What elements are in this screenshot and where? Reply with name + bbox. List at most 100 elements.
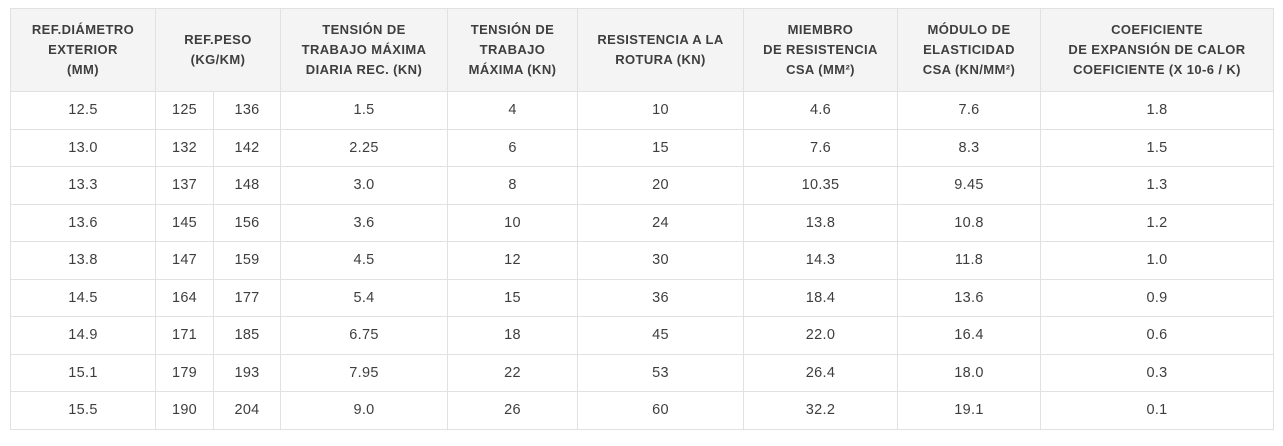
table-cell: 3.0 (280, 166, 448, 205)
table-cell: 2.25 (280, 128, 448, 167)
table-cell: 18.0 (897, 353, 1041, 392)
table-cell: 145 (155, 203, 214, 242)
table-cell: 10.8 (897, 203, 1041, 242)
table-cell: 15 (577, 128, 744, 167)
table-cell: 185 (213, 316, 281, 355)
table-cell: 13.6 (897, 278, 1041, 317)
table-cell: 9.0 (280, 391, 448, 430)
table-cell: 4.5 (280, 241, 448, 280)
table-cell: 22 (447, 353, 578, 392)
table-cell: 156 (213, 203, 281, 242)
table-cell: 132 (155, 128, 214, 167)
table-cell: 171 (155, 316, 214, 355)
table-cell: 15 (447, 278, 578, 317)
table-cell: 5.4 (280, 278, 448, 317)
header-tension-trabajo-maxima-diaria: TENSIÓN DE TRABAJO MÁXIMA DIARIA REC. (K… (280, 8, 448, 92)
table-cell: 12 (447, 241, 578, 280)
table-cell: 1.3 (1040, 166, 1274, 205)
header-modulo-elasticidad-csa: MÓDULO DE ELASTICIDAD CSA (KN/MM²) (897, 8, 1041, 92)
table-row: 13.6 145 156 3.6 10 24 13.8 10.8 1.2 (10, 203, 1274, 242)
table-cell: 13.0 (10, 128, 156, 167)
header-coeficiente-expansion-calor: COEFICIENTE DE EXPANSIÓN DE CALOR COEFIC… (1040, 8, 1274, 92)
table-row: 14.5 164 177 5.4 15 36 18.4 13.6 0.9 (10, 278, 1274, 317)
table-cell: 22.0 (743, 316, 898, 355)
table-cell: 7.95 (280, 353, 448, 392)
header-resistencia-rotura: RESISTENCIA A LA ROTURA (KN) (577, 8, 744, 92)
table-row: 13.8 147 159 4.5 12 30 14.3 11.8 1.0 (10, 241, 1274, 280)
table-cell: 0.3 (1040, 353, 1274, 392)
table-cell: 159 (213, 241, 281, 280)
table-cell: 8 (447, 166, 578, 205)
table-cell: 204 (213, 391, 281, 430)
table-cell: 6 (447, 128, 578, 167)
spec-table-container: REF.DIÁMETRO EXTERIOR (MM) REF.PESO (KG/… (10, 8, 1274, 430)
table-cell: 26 (447, 391, 578, 430)
table-cell: 12.5 (10, 91, 156, 130)
table-cell: 190 (155, 391, 214, 430)
table-cell: 14.5 (10, 278, 156, 317)
table-cell: 15.5 (10, 391, 156, 430)
table-cell: 45 (577, 316, 744, 355)
table-cell: 7.6 (743, 128, 898, 167)
table-cell: 136 (213, 91, 281, 130)
table-cell: 164 (155, 278, 214, 317)
table-cell: 0.9 (1040, 278, 1274, 317)
table-cell: 24 (577, 203, 744, 242)
table-cell: 179 (155, 353, 214, 392)
table-cell: 147 (155, 241, 214, 280)
table-cell: 8.3 (897, 128, 1041, 167)
table-cell: 1.5 (1040, 128, 1274, 167)
table-cell: 9.45 (897, 166, 1041, 205)
header-ref-diametro-exterior: REF.DIÁMETRO EXTERIOR (MM) (10, 8, 156, 92)
table-cell: 10 (577, 91, 744, 130)
table-row: 14.9 171 185 6.75 18 45 22.0 16.4 0.6 (10, 316, 1274, 355)
table-cell: 1.8 (1040, 91, 1274, 130)
table-cell: 53 (577, 353, 744, 392)
table-cell: 19.1 (897, 391, 1041, 430)
table-cell: 177 (213, 278, 281, 317)
table-row: 12.5 125 136 1.5 4 10 4.6 7.6 1.8 (10, 91, 1274, 130)
table-cell: 14.3 (743, 241, 898, 280)
table-cell: 16.4 (897, 316, 1041, 355)
table-cell: 0.1 (1040, 391, 1274, 430)
header-tension-trabajo-maxima: TENSIÓN DE TRABAJO MÁXIMA (KN) (447, 8, 578, 92)
table-row: 13.3 137 148 3.0 8 20 10.35 9.45 1.3 (10, 166, 1274, 205)
table-cell: 18.4 (743, 278, 898, 317)
table-cell: 137 (155, 166, 214, 205)
table-cell: 13.3 (10, 166, 156, 205)
table-cell: 148 (213, 166, 281, 205)
table-cell: 10.35 (743, 166, 898, 205)
table-cell: 1.0 (1040, 241, 1274, 280)
table-cell: 7.6 (897, 91, 1041, 130)
table-cell: 142 (213, 128, 281, 167)
table-cell: 6.75 (280, 316, 448, 355)
table-cell: 13.8 (743, 203, 898, 242)
header-miembro-resistencia-csa: MIEMBRO DE RESISTENCIA CSA (MM²) (743, 8, 898, 92)
header-ref-peso: REF.PESO (KG/KM) (155, 8, 281, 92)
table-cell: 11.8 (897, 241, 1041, 280)
table-cell: 36 (577, 278, 744, 317)
table-cell: 0.6 (1040, 316, 1274, 355)
table-cell: 1.2 (1040, 203, 1274, 242)
table-cell: 1.5 (280, 91, 448, 130)
table-body: 12.5 125 136 1.5 4 10 4.6 7.6 1.8 13.0 132 142 2.25 6… (10, 91, 1274, 430)
table-cell: 60 (577, 391, 744, 430)
table-cell: 13.8 (10, 241, 156, 280)
table-cell: 20 (577, 166, 744, 205)
table-cell: 14.9 (10, 316, 156, 355)
table-cell: 4.6 (743, 91, 898, 130)
table-cell: 125 (155, 91, 214, 130)
table-cell: 32.2 (743, 391, 898, 430)
table-cell: 3.6 (280, 203, 448, 242)
table-cell: 13.6 (10, 203, 156, 242)
table-cell: 193 (213, 353, 281, 392)
table-cell: 30 (577, 241, 744, 280)
cable-spec-table: REF.DIÁMETRO EXTERIOR (MM) REF.PESO (KG/… (10, 8, 1274, 430)
table-row: 13.0 132 142 2.25 6 15 7.6 8.3 1.5 (10, 128, 1274, 167)
table-cell: 10 (447, 203, 578, 242)
table-row: 15.5 190 204 9.0 26 60 32.2 19.1 0.1 (10, 391, 1274, 430)
table-cell: 18 (447, 316, 578, 355)
table-header-row: REF.DIÁMETRO EXTERIOR (MM) REF.PESO (KG/… (10, 8, 1274, 92)
table-row: 15.1 179 193 7.95 22 53 26.4 18.0 0.3 (10, 353, 1274, 392)
table-cell: 26.4 (743, 353, 898, 392)
